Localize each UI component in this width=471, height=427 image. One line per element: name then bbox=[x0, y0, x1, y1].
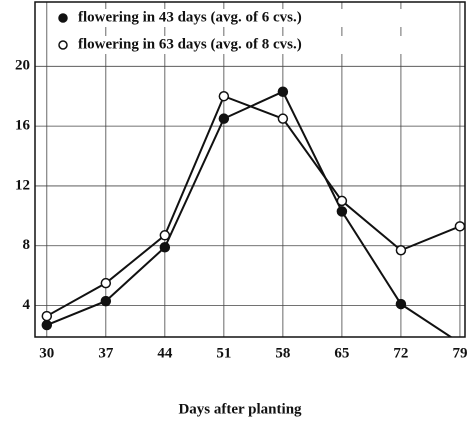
x-tick-label: 72 bbox=[393, 345, 408, 361]
marker bbox=[41, 310, 53, 322]
marker bbox=[159, 230, 171, 241]
y-tick-label: 12 bbox=[15, 177, 30, 193]
marker bbox=[100, 277, 112, 289]
legend-marker bbox=[58, 13, 68, 23]
y-tick-label: 4 bbox=[23, 297, 31, 313]
marker bbox=[336, 206, 348, 217]
x-axis-label: Days after planting bbox=[178, 401, 302, 417]
marker bbox=[218, 90, 230, 102]
marker bbox=[159, 242, 171, 253]
marker bbox=[395, 245, 407, 256]
x-tick-label: 51 bbox=[216, 345, 231, 361]
y-tick-label: 8 bbox=[23, 237, 31, 253]
x-tick-label: 65 bbox=[334, 345, 349, 361]
plot-area bbox=[41, 86, 465, 337]
marker bbox=[454, 221, 465, 232]
series-line bbox=[46, 94, 461, 317]
x-tick-label: 44 bbox=[157, 345, 173, 361]
marker bbox=[218, 113, 230, 124]
x-tick-label: 30 bbox=[39, 345, 54, 361]
marker bbox=[100, 295, 112, 307]
x-tick-label: 37 bbox=[98, 345, 114, 361]
marker bbox=[277, 113, 289, 124]
y-tick-label: 16 bbox=[15, 118, 31, 134]
y-tick-label: 20 bbox=[15, 58, 30, 74]
legend-bg bbox=[48, 9, 448, 27]
legend-label: flowering in 63 days (avg. of 8 cvs.) bbox=[78, 36, 302, 52]
marker bbox=[41, 319, 53, 331]
series-line bbox=[46, 90, 453, 337]
marker bbox=[336, 195, 348, 207]
x-tick-label: 79 bbox=[452, 345, 467, 361]
marker bbox=[395, 298, 407, 310]
plot-frame bbox=[34, 1, 466, 338]
legend-marker bbox=[58, 40, 68, 50]
x-tick-label: 58 bbox=[275, 345, 290, 361]
marker bbox=[277, 86, 289, 97]
legend-bg bbox=[48, 36, 448, 54]
legend-label: flowering in 43 days (avg. of 6 cvs.) bbox=[78, 9, 302, 25]
